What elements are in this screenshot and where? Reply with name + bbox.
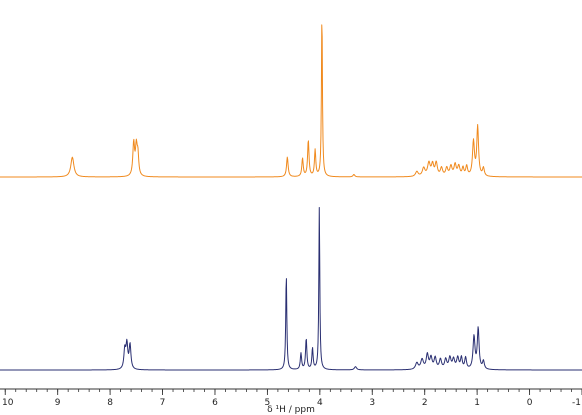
x-tick-label: 4 (317, 398, 323, 408)
spectra-group (0, 24, 582, 371)
x-tick-label: 7 (160, 398, 166, 408)
x-axis: 10 9 8 7 6 5 4 3 2 1 0 -1 (0, 388, 582, 408)
x-axis-title: δ ¹H / ppm (267, 405, 315, 415)
x-tick-label: 10 (2, 398, 14, 408)
spectrum-line-bottom (0, 207, 582, 371)
x-axis-major-ticks (4, 389, 582, 395)
x-axis-tick-labels: 10 9 8 7 6 5 4 3 2 1 0 -1 (2, 398, 581, 408)
x-tick-label: 2 (422, 398, 428, 408)
x-tick-label: 9 (55, 398, 61, 408)
x-tick-label: 5 (265, 398, 271, 408)
x-tick-label: -1 (572, 398, 581, 408)
x-tick-label: 8 (107, 398, 113, 408)
x-tick-label: 1 (474, 398, 480, 408)
x-tick-label: 3 (369, 398, 375, 408)
x-tick-label: 0 (527, 398, 533, 408)
x-tick-label: 6 (212, 398, 218, 408)
spectrum-line-top (0, 24, 582, 178)
